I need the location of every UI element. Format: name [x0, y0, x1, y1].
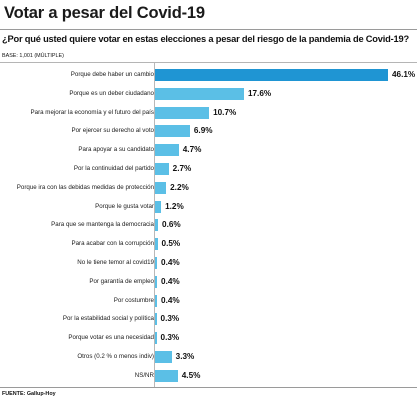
- bar-row: Para apoyar a su candidato 4.7%: [0, 141, 417, 159]
- sample-base-note: BASE: 1,001 (MÚLTIPLE): [2, 53, 64, 59]
- value-label: 17.6%: [247, 88, 272, 98]
- bar-row: Por garantía de empleo 0.4%: [0, 273, 417, 291]
- category-label: Por costumbre: [113, 296, 154, 304]
- value-label: 0.4%: [161, 295, 180, 305]
- bar-row: Porque votar es una necesidad 0.3%: [0, 329, 417, 347]
- value-label: 4.7%: [182, 145, 202, 155]
- value-label: 4.5%: [181, 370, 201, 380]
- category-label: Porque debe haber un cambio: [70, 71, 154, 78]
- category-label: Para apoyar a su candidato: [78, 146, 154, 154]
- category-label: Para mejorar la economía y el futuro del…: [30, 108, 154, 116]
- category-label: Por ejercer su derecho al voto: [71, 127, 154, 135]
- bar-row: Por la estabilidad social y política 0.3%: [0, 310, 417, 328]
- bar-row: Para que se mantenga la democracia 0.6%: [0, 216, 417, 234]
- value-label: 6.9%: [193, 126, 213, 136]
- bar: [155, 87, 244, 100]
- bar: [155, 238, 158, 251]
- value-label: 2.2%: [170, 182, 189, 192]
- category-label: Por la continuidad del partido: [73, 165, 154, 172]
- bar: [155, 144, 179, 157]
- category-label: Porque es un deber ciudadano: [69, 89, 154, 97]
- value-label: 0.4%: [161, 258, 180, 267]
- bar: [155, 219, 159, 232]
- value-label: 0.6%: [162, 220, 181, 230]
- bar-row: Por la continuidad del partido 2.7%: [0, 160, 417, 178]
- bar-row: Porque debe haber un cambio 46.1%: [0, 66, 417, 84]
- bar: [155, 294, 158, 307]
- category-label: Por la estabilidad social y política: [62, 315, 154, 323]
- bar-row: No le tiene temor al covid19 0.4%: [0, 254, 417, 272]
- category-label: Otros (0.2 % o menos indiv): [77, 353, 154, 360]
- bar-row: NS/NR 4.5%: [0, 367, 417, 385]
- bar: [155, 163, 169, 175]
- bar-row: Porque es un deber ciudadano 17.6%: [0, 85, 417, 103]
- title-divider: [0, 29, 417, 30]
- bar-row: Por costumbre 0.4%: [0, 292, 417, 310]
- bar: [155, 351, 172, 363]
- value-label: 0.3%: [160, 314, 180, 324]
- footer-divider: [0, 387, 417, 388]
- category-label: Por garantía de empleo: [89, 277, 154, 285]
- category-label: No le tiene temor al covid19: [77, 259, 154, 266]
- category-label: Para acabar con la corrupción: [71, 240, 154, 248]
- bar-row: Por ejercer su derecho al voto 6.9%: [0, 122, 417, 140]
- page-title: Votar a pesar del Covid-19: [4, 4, 205, 22]
- category-label: Para que se mantenga la democracia: [51, 221, 154, 229]
- value-label: 2.7%: [172, 164, 192, 173]
- value-label: 3.3%: [175, 352, 195, 361]
- bar: [155, 125, 190, 138]
- value-label: 0.4%: [161, 276, 180, 286]
- bar: [155, 257, 158, 269]
- source-note: FUENTE: Gallup-Hoy: [2, 391, 56, 397]
- value-label: 10.7%: [213, 107, 237, 117]
- bar-row: Para acabar con la corrupción 0.5%: [0, 235, 417, 253]
- bar: [155, 332, 157, 345]
- bar: [155, 69, 388, 81]
- bar: [155, 106, 210, 119]
- bar: [155, 313, 157, 326]
- chart-axis-line: [154, 63, 155, 387]
- category-label: Porque le gusta votar: [95, 202, 154, 210]
- bar-row: Otros (0.2 % o menos indiv) 3.3%: [0, 348, 417, 366]
- bar: [155, 369, 178, 382]
- bar-row: Porque le gusta votar 1.2%: [0, 198, 417, 216]
- category-label: NS/NR: [134, 371, 154, 379]
- value-label: 46.1%: [392, 70, 416, 79]
- value-label: 0.3%: [160, 333, 180, 343]
- bar-row: Para mejorar la economía y el futuro del…: [0, 104, 417, 122]
- bar: [155, 181, 167, 194]
- survey-question: ¿Por qué usted quiere votar en estas ele…: [2, 34, 409, 44]
- bar: [155, 200, 162, 213]
- category-label: Porque votar es una necesidad: [68, 334, 154, 342]
- bar-row: Porque ira con las debidas medidas de pr…: [0, 179, 417, 197]
- header-divider: [0, 62, 417, 63]
- category-label: Porque ira con las debidas medidas de pr…: [16, 183, 154, 191]
- value-label: 1.2%: [165, 201, 184, 211]
- value-label: 0.5%: [161, 239, 181, 249]
- bar: [155, 275, 158, 288]
